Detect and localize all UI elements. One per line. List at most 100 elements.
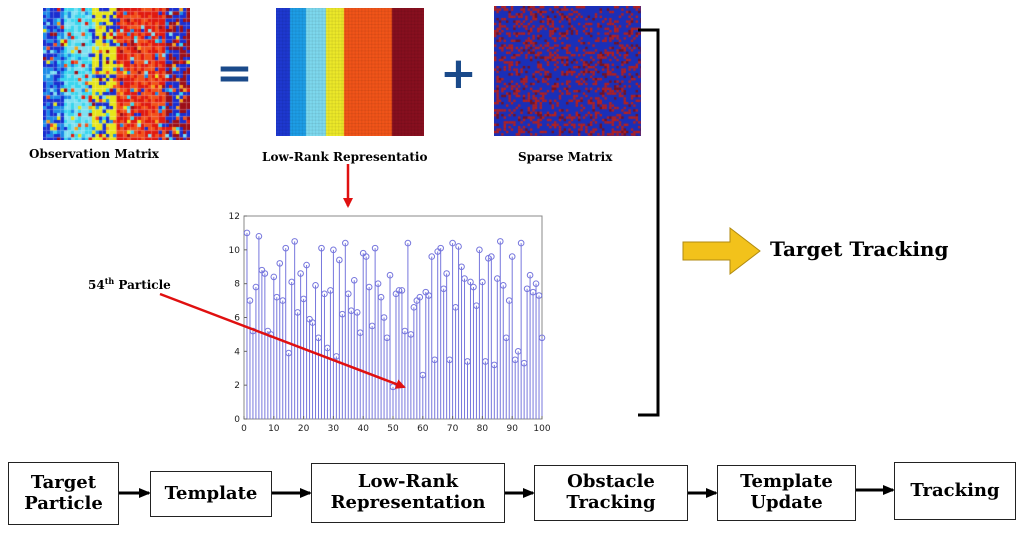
stem-marker	[398, 287, 406, 294]
low-rank-matrix-image	[276, 8, 424, 136]
flow-step-1-line1: Target	[30, 471, 97, 493]
x-tick-label: 30	[328, 424, 340, 434]
flow-step-tracking: Tracking	[894, 462, 1016, 520]
stem-marker	[342, 239, 349, 247]
stem-marker	[458, 263, 465, 271]
stem-marker	[246, 297, 254, 304]
stem-marker	[365, 283, 373, 291]
x-tick-label: 80	[477, 424, 489, 434]
stem-marker	[443, 270, 450, 277]
stem-marker	[508, 253, 516, 260]
stem-marker	[362, 253, 370, 260]
stem-marker	[330, 246, 337, 254]
plot-area	[243, 215, 543, 420]
stem-chart	[243, 215, 546, 420]
y-tick-label: 8	[234, 280, 240, 290]
particle-number: 54	[88, 278, 105, 292]
stem-marker	[538, 334, 546, 342]
x-axis-ticks: 0 10 20 30 40 50 60 70 80 90 100	[241, 416, 551, 434]
y-tick-label: 2	[234, 381, 240, 391]
stem-marker	[449, 239, 456, 247]
flow-step-template: Template	[150, 471, 272, 517]
y-tick-label: 6	[234, 314, 240, 324]
stem-marker	[270, 273, 278, 281]
stem-marker	[499, 282, 507, 289]
x-tick-label: 20	[298, 424, 310, 434]
x-tick-label: 90	[506, 424, 518, 434]
observation-matrix-image	[43, 8, 190, 140]
stem-marker	[496, 238, 504, 245]
stem-marker	[479, 278, 486, 286]
stem-marker	[353, 309, 361, 316]
equals-sign: =	[216, 48, 253, 99]
flow-step-template-update: Template Update	[717, 465, 856, 521]
stem-marker	[461, 275, 468, 282]
stem-marker	[291, 238, 298, 245]
stem-marker	[386, 271, 394, 279]
stem-marker	[276, 260, 284, 267]
x-tick-label: 40	[357, 424, 369, 434]
flow-step-5-line1: Template	[740, 471, 833, 493]
particle-annotation-label: 54th Particle	[88, 276, 171, 292]
stem-marker	[282, 244, 290, 252]
stem-marker	[416, 293, 424, 301]
stem-marker	[377, 293, 385, 301]
y-tick-label: 10	[229, 246, 241, 256]
y-tick-label: 0	[234, 415, 240, 425]
flow-step-2-label: Template	[164, 482, 258, 504]
flow-step-3-line1: Low-Rank	[357, 471, 459, 493]
stem-marker	[455, 243, 462, 250]
stem-marker	[345, 290, 352, 298]
stem-marker	[261, 270, 269, 277]
y-axis-ticks: 0 2 4 6 8 10 12	[229, 212, 247, 425]
stem-marker	[321, 290, 328, 298]
flow-step-6-label: Tracking	[910, 479, 1000, 501]
stem-marker	[470, 283, 477, 291]
stem-marker	[371, 244, 379, 252]
particle-pointer-arrow	[159, 292, 406, 389]
low-rank-representation-label: Low-Rank Representatio	[262, 150, 428, 164]
stem-marker	[526, 271, 534, 279]
stem-marker	[374, 280, 382, 287]
stem-marker	[532, 280, 540, 287]
stem-marker	[517, 239, 525, 247]
flow-step-4-line2: Tracking	[566, 492, 656, 513]
stem-marker	[535, 292, 543, 299]
flow-step-obstacle-tracking: Obstacle Tracking	[534, 465, 688, 521]
stem-marker	[336, 256, 343, 264]
particle-word: Particle	[118, 278, 171, 292]
flow-step-4-line1: Obstacle	[567, 471, 655, 493]
flow-step-5-line2: Update	[750, 492, 823, 513]
stem-marker	[243, 229, 251, 237]
stem-marker	[312, 282, 319, 289]
stem-marker	[297, 270, 304, 277]
flow-step-target-particle: Target Particle	[8, 462, 119, 525]
stem-marker	[488, 253, 495, 260]
x-tick-label: 100	[533, 424, 550, 434]
flow-step-low-rank-representation: Low-Rank Representation	[311, 463, 505, 523]
grouping-bracket	[638, 28, 660, 417]
plus-sign: +	[440, 48, 477, 99]
stem-marker	[428, 253, 436, 260]
stem-marker	[467, 278, 474, 286]
stem-marker	[404, 239, 412, 247]
sparse-matrix-label: Sparse Matrix	[518, 150, 613, 164]
x-tick-label: 50	[387, 424, 399, 434]
flow-step-1-line2: Particle	[24, 492, 103, 514]
target-tracking-label: Target Tracking	[770, 237, 949, 261]
flow-step-3-line2: Representation	[330, 492, 486, 513]
x-tick-label: 0	[241, 424, 247, 434]
stem-marker	[476, 246, 483, 254]
stem-marker	[318, 244, 325, 252]
sparse-matrix-image	[494, 6, 641, 136]
x-tick-label: 10	[268, 424, 280, 434]
x-tick-label: 70	[447, 424, 459, 434]
stem-marker	[437, 244, 444, 252]
x-tick-label: 60	[417, 424, 429, 434]
stem-marker	[380, 314, 388, 321]
stem-marker	[303, 261, 310, 269]
stem-marker	[255, 233, 263, 240]
particle-suffix: th	[104, 276, 115, 286]
y-tick-label: 4	[234, 347, 240, 357]
